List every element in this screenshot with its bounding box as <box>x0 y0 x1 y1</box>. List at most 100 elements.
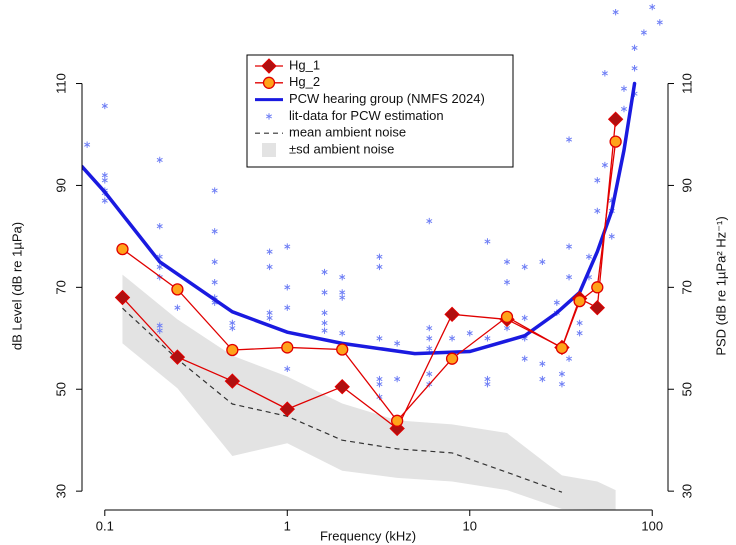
scatter-point <box>576 319 583 327</box>
legend-swatch <box>262 143 276 157</box>
scatter-point <box>394 375 401 383</box>
circle-marker <box>609 135 622 148</box>
y2-tick-label: 50 <box>679 382 694 396</box>
scatter-point <box>156 222 163 230</box>
scatter-point <box>484 380 491 388</box>
scatter-point <box>156 156 163 164</box>
scatter-point <box>321 309 328 317</box>
scatter-point <box>394 340 401 347</box>
scatter-point <box>211 279 218 286</box>
scatter-point <box>426 217 433 225</box>
scatter-point <box>84 141 91 148</box>
x-tick-label: 1 <box>284 518 291 533</box>
circle-marker <box>262 76 276 89</box>
x-tick-label: 0.1 <box>96 518 114 533</box>
legend-label: mean ambient noise <box>289 125 406 140</box>
scatter-point <box>594 207 601 215</box>
x-tick-label: 100 <box>641 518 663 533</box>
scatter-point <box>612 8 619 16</box>
circle-marker <box>591 281 604 294</box>
hearing-curve <box>82 81 637 356</box>
scatter-point <box>585 253 592 260</box>
diamond-marker <box>389 420 405 437</box>
y2-tick-label: 70 <box>679 280 694 294</box>
scatter-point <box>640 29 647 36</box>
scatter-point <box>566 273 573 281</box>
scatter-point <box>376 335 383 342</box>
x-axis-title: Frequency (kHz) <box>320 528 416 543</box>
scatter-point <box>174 304 181 311</box>
scatter-point <box>376 253 383 260</box>
scatter-point <box>266 248 273 255</box>
circle-marker <box>555 341 569 355</box>
scatter-point <box>656 19 663 26</box>
scatter-point <box>466 329 473 337</box>
legend: Hg_1 Hg_2 PCW hearing group (NMFS 2024) lit… <box>246 54 514 168</box>
y2-tick-label: 30 <box>679 484 694 498</box>
scatter-point <box>284 365 291 373</box>
circle-marker <box>116 242 129 256</box>
scatter-point <box>266 314 273 322</box>
sd-band <box>122 274 616 510</box>
legend-star <box>265 113 273 120</box>
scatter-point <box>156 327 163 334</box>
circle-marker <box>573 294 586 308</box>
y2-tick-label: 90 <box>679 178 694 192</box>
scatter-point <box>553 299 560 306</box>
legend-label: Hg_1 <box>289 57 320 72</box>
diamond-marker <box>607 111 624 127</box>
circle-marker <box>171 283 184 296</box>
scatter-point <box>503 279 511 286</box>
y-tick-label: 30 <box>53 484 68 498</box>
diamond-marker <box>334 378 350 395</box>
y-axis-title: dB Level (dB re 1µPa) <box>9 222 24 350</box>
legend-label: PCW hearing group (NMFS 2024) <box>289 91 485 106</box>
scatter-point <box>521 355 528 362</box>
circle-marker <box>500 310 514 324</box>
scatter-point <box>631 65 638 72</box>
scatter-point <box>620 85 627 92</box>
scatter-point <box>284 284 291 291</box>
scatter-point <box>101 177 108 184</box>
scatter-point <box>566 355 573 362</box>
scatter-point <box>339 273 346 281</box>
scatter-point <box>558 370 565 378</box>
y-tick-label: 110 <box>53 73 68 94</box>
scatter-point <box>484 238 491 245</box>
scatter-point <box>229 324 236 332</box>
scatter-point <box>426 345 433 352</box>
y-tick-label: 50 <box>53 382 68 396</box>
y-tick-label: 70 <box>53 280 68 294</box>
plot-area <box>82 3 663 510</box>
scatter-point <box>426 335 433 342</box>
scatter-point <box>321 327 328 334</box>
scatter-point <box>566 243 573 250</box>
scatter-point <box>211 228 218 235</box>
diamond-marker <box>279 401 295 417</box>
scatter-point <box>539 375 546 383</box>
scatter-point <box>101 102 108 110</box>
scatter-point <box>284 304 291 311</box>
scatter-point <box>558 380 565 388</box>
scatter-point <box>426 370 433 378</box>
circle-marker <box>226 343 239 357</box>
diamond-marker <box>261 58 277 74</box>
y-tick-label: 90 <box>53 178 68 192</box>
scatter-point <box>284 243 291 250</box>
scatter-point <box>339 294 346 301</box>
scatter-point <box>449 335 456 342</box>
scatter-point <box>266 263 273 271</box>
scatter-point <box>484 335 491 342</box>
scatter-point <box>521 263 528 271</box>
legend-label: ±sd ambient noise <box>289 141 394 156</box>
circle-marker <box>281 341 294 354</box>
scatter-point <box>339 329 346 337</box>
scatter-point <box>521 314 528 322</box>
scatter-point <box>426 324 433 332</box>
scatter-point <box>211 187 218 194</box>
mean-line <box>122 307 563 493</box>
circle-marker <box>390 414 404 427</box>
scatter-point <box>503 258 511 266</box>
